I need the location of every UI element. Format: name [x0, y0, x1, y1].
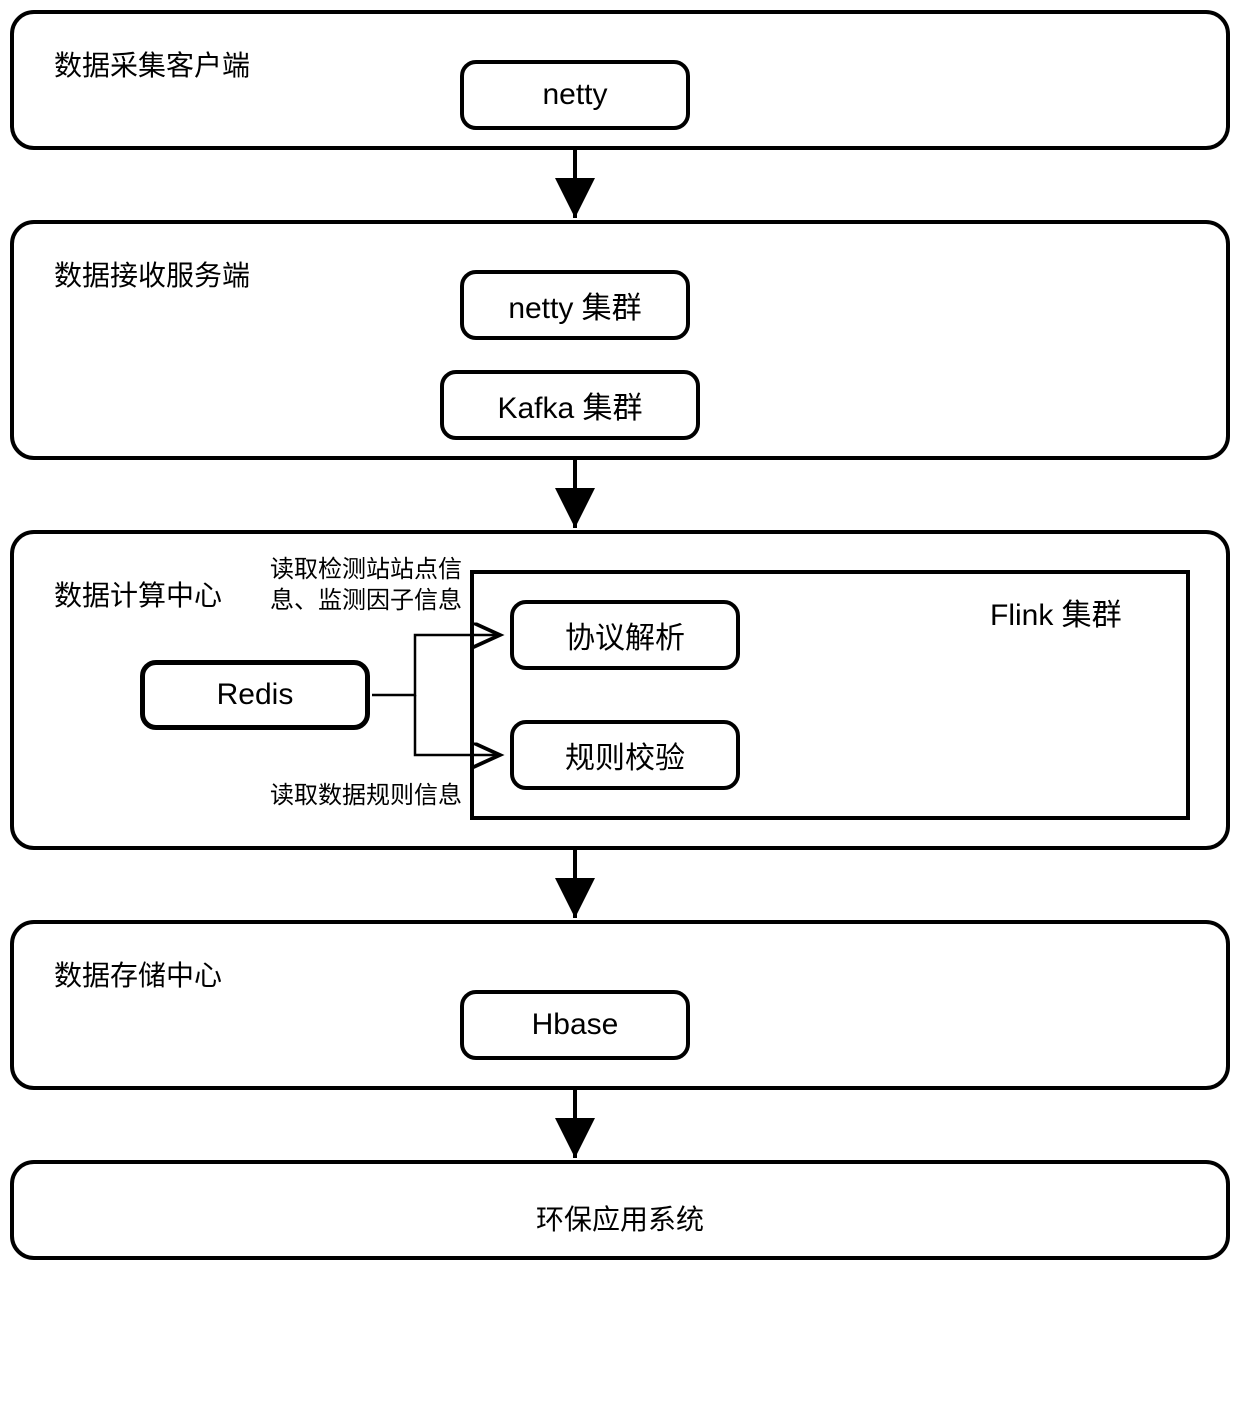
box-hbase: Hbase: [460, 990, 690, 1060]
box-rules: 规则校验: [510, 720, 740, 790]
box-protocol-label: 协议解析: [565, 613, 685, 657]
box-netty-cluster: netty 集群: [460, 270, 690, 340]
box-redis-label: Redis: [217, 678, 294, 712]
box-hbase-label: Hbase: [532, 1008, 619, 1042]
layer-app: 环保应用系统: [10, 1160, 1230, 1260]
box-redis: Redis: [140, 660, 370, 730]
layer-app-title: 环保应用系统: [14, 1198, 1226, 1238]
box-kafka-cluster: Kafka 集群: [440, 370, 700, 440]
flink-label: Flink 集群: [990, 590, 1122, 634]
layer-storage-title: 数据存储中心: [54, 954, 222, 994]
box-netty-cluster-label: netty 集群: [508, 283, 641, 327]
box-protocol: 协议解析: [510, 600, 740, 670]
annotation-top: 读取检测站站点信 息、监测因子信息: [270, 554, 462, 616]
layer-compute-title: 数据计算中心: [54, 574, 222, 614]
box-netty: netty: [460, 60, 690, 130]
layer-server-title: 数据接收服务端: [54, 254, 250, 294]
box-kafka-cluster-label: Kafka 集群: [497, 383, 642, 427]
box-netty-label: netty: [542, 78, 607, 112]
layer-client-title: 数据采集客户端: [54, 44, 250, 84]
box-rules-label: 规则校验: [565, 733, 685, 777]
annotation-bottom: 读取数据规则信息: [270, 780, 462, 811]
